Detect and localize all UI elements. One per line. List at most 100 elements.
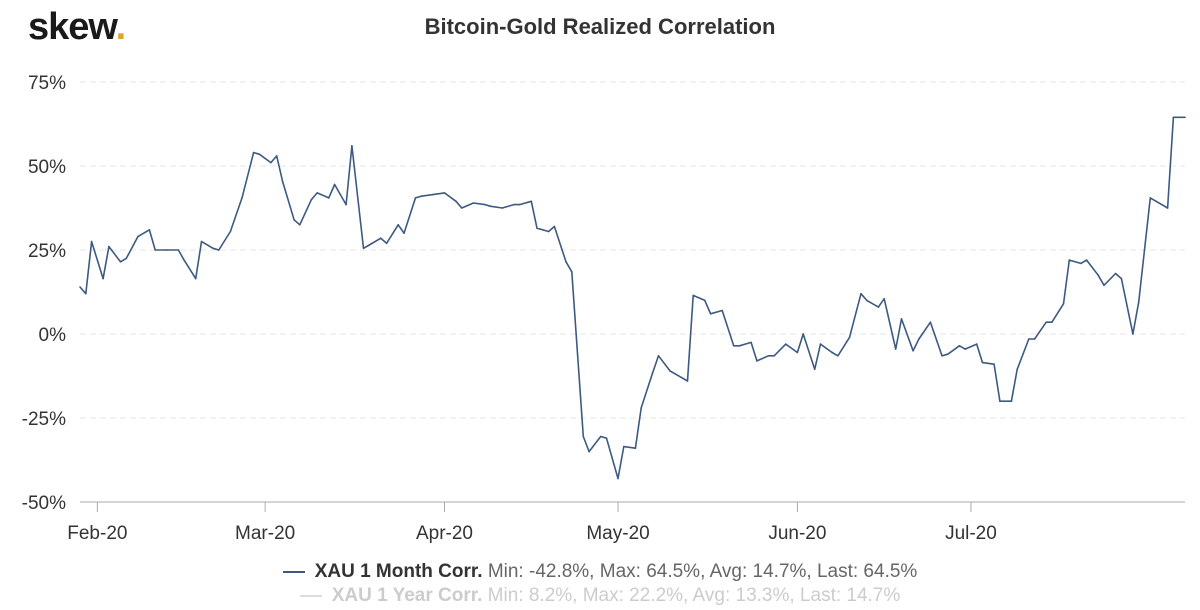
data-point [692, 294, 694, 297]
data-point [750, 341, 752, 344]
data-point [125, 257, 128, 260]
x-tick-label: Jul-20 [945, 523, 997, 544]
data-point [651, 371, 654, 374]
data-point [883, 297, 885, 300]
data-point [333, 183, 336, 186]
data-point [1137, 301, 1140, 303]
data-point [802, 333, 804, 335]
data-point [472, 202, 475, 204]
x-tick-label: Apr-20 [416, 523, 473, 544]
skew-logo: skew. [28, 6, 127, 49]
data-point [310, 198, 313, 201]
data-point [634, 447, 637, 450]
data-point [200, 240, 203, 243]
data-point [154, 249, 156, 251]
y-tick-label: 50% [28, 157, 66, 178]
data-point [547, 230, 550, 233]
data-point [565, 261, 567, 263]
data-point [1149, 197, 1152, 199]
data-point [894, 348, 897, 350]
data-point [403, 232, 405, 234]
data-point [796, 351, 799, 354]
data-point [1016, 368, 1018, 371]
data-point [177, 249, 180, 251]
data-point [1068, 259, 1071, 261]
legend-swatch-1month [282, 571, 305, 573]
logo-dot: . [115, 6, 127, 48]
logo-text: skew [28, 6, 117, 48]
data-point [756, 360, 758, 362]
series-line-1month [79, 116, 1185, 480]
data-point [166, 249, 168, 251]
data-point [958, 345, 961, 347]
data-point [1010, 400, 1013, 403]
legend-name-1year: XAU 1 Year Corr. [331, 585, 483, 606]
data-point [605, 437, 608, 440]
data-point [900, 318, 903, 320]
data-point [241, 197, 243, 199]
data-point [999, 400, 1001, 403]
data-point [351, 145, 353, 147]
data-point [813, 368, 816, 371]
data-point [90, 240, 93, 243]
data-point [738, 345, 741, 347]
data-point [275, 155, 278, 157]
data-point [669, 370, 671, 372]
data-point [617, 477, 619, 480]
data-point [1028, 338, 1030, 340]
data-point [455, 200, 457, 203]
data-point [368, 244, 371, 246]
data-point [1120, 277, 1123, 280]
data-point [640, 407, 642, 409]
y-tick-label: -50% [22, 493, 66, 514]
data-point [657, 355, 660, 357]
data-point [397, 224, 400, 226]
data-point [1172, 116, 1175, 119]
data-point [1155, 200, 1157, 203]
data-point [501, 207, 504, 209]
x-tick-label: May-20 [586, 523, 649, 544]
data-point [588, 450, 590, 453]
data-point [732, 345, 735, 347]
data-point [819, 343, 822, 345]
data-point [571, 271, 573, 273]
data-point [1184, 116, 1186, 119]
data-point [414, 197, 417, 199]
data-point [709, 313, 712, 315]
data-point [137, 235, 139, 238]
data-point [912, 350, 914, 352]
legend-item-1month[interactable]: XAU 1 Month Corr. Min: -42.8%, Max: 64.5… [0, 557, 1200, 583]
data-point [443, 192, 446, 194]
data-point [380, 237, 382, 239]
data-point [1033, 338, 1036, 340]
data-point [975, 343, 978, 345]
data-point [252, 151, 255, 154]
y-tick-label: 0% [39, 325, 67, 346]
data-point [490, 205, 492, 208]
data-point [704, 299, 706, 302]
data-point [877, 306, 880, 308]
legend-item-1year[interactable]: XAU 1 Year Corr. Min: 8.2%, Max: 22.2%, … [0, 581, 1200, 607]
data-point [108, 245, 110, 248]
data-point [270, 161, 272, 164]
data-point [530, 200, 533, 203]
legend-stats-1year: Min: 8.2%, Max: 22.2%, Avg: 13.3%, Last:… [487, 585, 901, 606]
data-point [1080, 262, 1082, 265]
data-point [866, 299, 868, 302]
data-point [484, 203, 486, 206]
data-point [993, 363, 995, 366]
data-point [675, 373, 677, 376]
data-point [1114, 272, 1117, 275]
legend-name-1month: XAU 1 Month Corr. [314, 561, 483, 582]
data-point [623, 445, 625, 448]
data-point [773, 355, 775, 357]
data-point [1045, 321, 1047, 324]
y-tick-label: -25% [22, 409, 66, 430]
x-tick-label: Mar-20 [235, 523, 295, 544]
x-tick-label: Feb-20 [67, 523, 127, 544]
data-point [981, 361, 984, 364]
legend-stats-1month: Min: -42.8%, Max: 64.5%, Avg: 14.7%, Las… [487, 561, 918, 582]
data-point [837, 355, 839, 357]
data-point [785, 343, 787, 345]
data-point [461, 207, 463, 209]
